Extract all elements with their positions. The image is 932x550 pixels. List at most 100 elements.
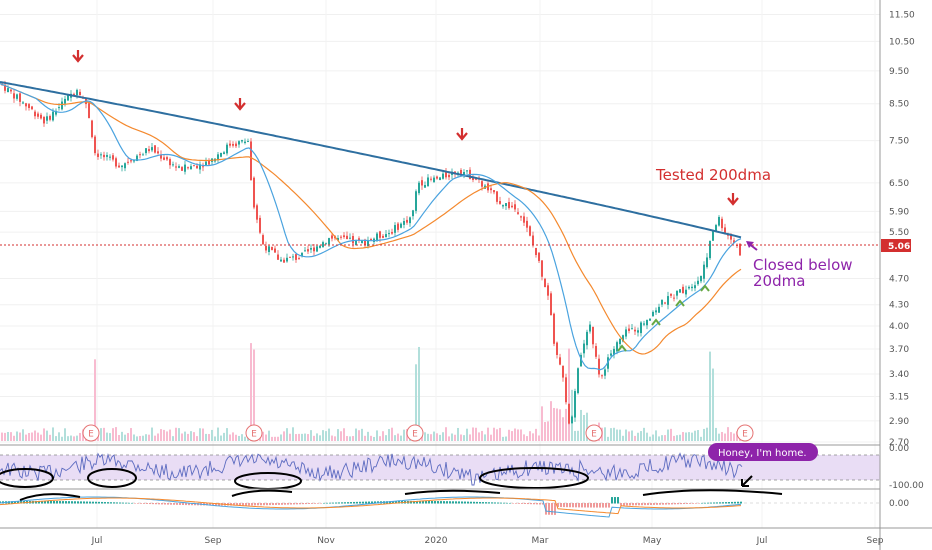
volume-bar: [94, 359, 96, 441]
volume-bar: [31, 432, 33, 441]
volume-bar: [4, 432, 6, 441]
candle-body: [574, 391, 576, 418]
volume-bar: [376, 430, 378, 441]
earnings-marker-label: E: [88, 430, 94, 440]
macd-hist-bar: [503, 502, 505, 504]
volume-bar: [220, 435, 222, 441]
candle-body: [529, 226, 531, 236]
candle-body: [400, 223, 402, 228]
candle-body: [322, 242, 324, 248]
macd-hist-bar: [104, 502, 106, 504]
candle-body: [319, 245, 321, 248]
macd-hist-bar: [551, 503, 553, 515]
volume-bar: [130, 428, 132, 441]
candle-body: [202, 166, 204, 168]
candle-body: [181, 167, 183, 171]
volume-bar: [439, 434, 441, 441]
volume-bar: [580, 409, 582, 441]
macd-hist-bar: [170, 503, 172, 505]
macd-hist-bar: [731, 501, 733, 504]
candle-body: [31, 106, 33, 110]
macd-hist-bar: [296, 503, 298, 505]
candle-body: [274, 248, 276, 253]
candle-body: [265, 245, 267, 251]
volume-bar: [490, 434, 492, 441]
candle-body: [346, 235, 348, 240]
macd-hist-bar: [140, 503, 142, 504]
candle-body: [28, 104, 30, 108]
volume-bar: [22, 429, 24, 441]
macd-hist-bar: [308, 503, 310, 504]
price-tick-label: 8.50: [889, 100, 909, 110]
candle-body: [61, 101, 63, 110]
macd-axis-zero: 0.00: [889, 499, 909, 509]
volume-bar: [178, 428, 180, 441]
macd-hist-bar: [179, 503, 181, 505]
candle-body: [538, 252, 540, 261]
volume-bar: [271, 436, 273, 441]
macd-hist-bar: [161, 503, 163, 505]
candle-body: [352, 236, 354, 244]
volume-bar: [181, 433, 183, 441]
volume-bar: [370, 435, 372, 441]
volume-bar: [553, 407, 555, 441]
volume-bar: [265, 434, 267, 441]
macd-hist-bar: [284, 503, 286, 505]
volume-bar: [127, 433, 129, 441]
volume-bar: [556, 408, 558, 441]
macd-hist-bar: [701, 502, 703, 504]
candle-body: [172, 164, 174, 166]
macd-hist-bar: [581, 503, 583, 508]
candle-body: [55, 110, 57, 115]
volume-bar: [124, 434, 126, 441]
macd-hist-bar: [44, 500, 46, 504]
volume-bar: [415, 364, 417, 441]
candle-body: [157, 151, 159, 154]
volume-bar: [520, 429, 522, 441]
macd-hist-bar: [497, 502, 499, 504]
candle-body: [625, 329, 627, 337]
volume-bar: [238, 435, 240, 441]
volume-bar: [103, 427, 105, 441]
macd-hist-bar: [299, 503, 301, 505]
macd-hist-bar: [623, 503, 625, 506]
volume-bars: [1, 343, 741, 441]
candle-body: [226, 144, 228, 154]
volume-bar: [196, 436, 198, 441]
candle-body: [295, 254, 297, 260]
macd-hist-bar: [620, 503, 622, 506]
macd-hist-bar: [452, 501, 454, 504]
volume-bar: [487, 427, 489, 441]
ma20-line: [0, 83, 742, 371]
macd-hist-bar: [605, 503, 607, 508]
volume-bar: [655, 430, 657, 441]
price-tick-label: 9.50: [889, 67, 909, 77]
candle-body: [103, 154, 105, 158]
volume-bar: [7, 432, 9, 441]
macd-hist-bar: [155, 503, 157, 505]
candle-body: [253, 177, 255, 208]
candle-body: [430, 178, 432, 180]
price-tick-label: 5.90: [889, 207, 909, 217]
volume-bar: [583, 415, 585, 441]
volume-bar: [394, 435, 396, 441]
volume-bar: [460, 434, 462, 441]
macd-hist-bar: [485, 502, 487, 504]
macd-hist-bar: [305, 503, 307, 505]
candle-body: [649, 318, 651, 321]
candle-body: [604, 369, 606, 376]
earnings-marker-circle: [245, 424, 263, 442]
macd-hist-bar: [413, 500, 415, 504]
macd-hist-bar: [248, 503, 250, 506]
volume-bar: [499, 427, 501, 441]
macd-hist-bar: [662, 503, 664, 505]
volume-bar: [280, 434, 282, 441]
volume-bar: [691, 432, 693, 441]
macd-hist-bar: [545, 503, 547, 515]
volume-bar: [646, 432, 648, 441]
macd-hist-bar: [722, 502, 724, 504]
macd-hist-bar: [608, 503, 610, 508]
candle-body: [223, 152, 225, 154]
candle-body: [613, 348, 615, 355]
candle-body: [325, 243, 327, 245]
